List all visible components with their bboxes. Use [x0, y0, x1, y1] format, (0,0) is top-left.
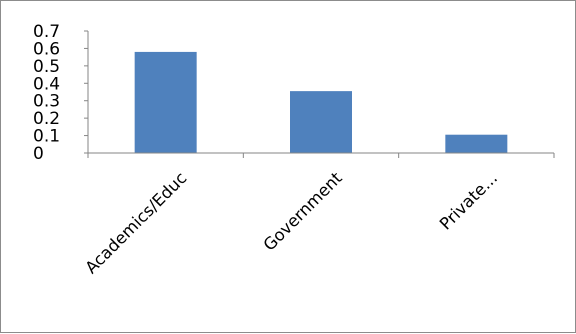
bar-private — [445, 134, 508, 153]
x-axis: Academics/Educ Government Private... — [82, 152, 555, 277]
y-tick-label: 0.2 — [33, 109, 60, 129]
y-tick-label: 0.4 — [33, 74, 60, 94]
x-category-label: Government — [260, 168, 347, 255]
y-tick-label: 0.3 — [33, 92, 60, 112]
bar-government — [290, 91, 352, 153]
y-tick-label: 0 — [33, 144, 44, 164]
y-tick-label: 0.6 — [33, 39, 60, 59]
y-tick-label: 0.7 — [33, 22, 60, 42]
y-tick-label: 0.5 — [33, 57, 60, 77]
x-category-label: Private... — [436, 168, 501, 233]
y-tick-label: 0.1 — [33, 127, 60, 147]
bars — [134, 51, 508, 153]
x-category-label: Academics/Educ — [82, 168, 191, 277]
bar-academics-educ — [134, 51, 197, 153]
y-axis: 00.10.20.30.40.50.60.7 — [33, 22, 89, 164]
